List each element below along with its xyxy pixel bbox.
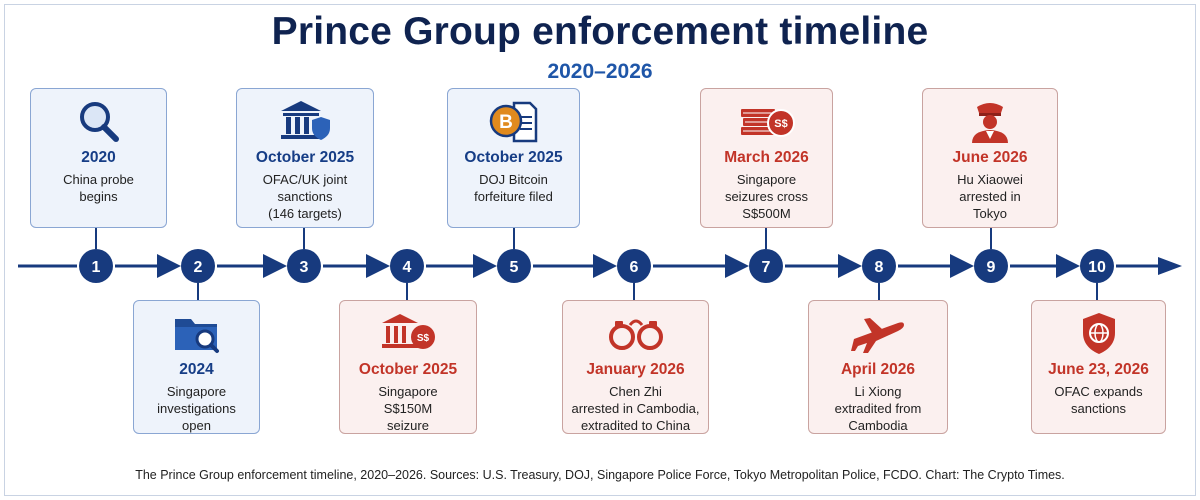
event-description: Singapore seizures cross S$500M bbox=[724, 172, 809, 221]
event-card-9: June 2026 Hu Xiaowei arrested in Tokyo bbox=[922, 88, 1058, 228]
event-card-8: April 2026 Li Xiong extradited from Camb… bbox=[808, 300, 948, 434]
bank-sgd-icon: S$ bbox=[382, 314, 435, 349]
svg-text:B: B bbox=[499, 112, 513, 133]
event-card-10: June 23, 2026 OFAC expands sanctions bbox=[1031, 300, 1166, 434]
event-card-6: January 2026 Chen Zhi arrested in Cambod… bbox=[562, 300, 709, 434]
event-description: OFAC expands sanctions bbox=[1054, 384, 1143, 416]
event-date: 2020 bbox=[81, 149, 116, 166]
event-description: Hu Xiaowei arrested in Tokyo bbox=[957, 172, 1023, 221]
event-card-2: 2024 Singapore investigations open bbox=[133, 300, 260, 434]
event-description: China probe begins bbox=[63, 172, 134, 204]
page-title: Prince Group enforcement timeline bbox=[271, 10, 929, 53]
event-card-4: S$ October 2025 Singapore S$150M seizure bbox=[339, 300, 477, 434]
folder-search-icon bbox=[174, 319, 219, 353]
event-description: Singapore investigations open bbox=[157, 384, 236, 433]
globe-shield-icon bbox=[1082, 313, 1115, 354]
event-description: Li Xiong extradited from Cambodia bbox=[834, 384, 922, 433]
handcuffs-icon bbox=[608, 319, 663, 350]
bitcoin-document-icon: B bbox=[489, 101, 537, 143]
event-description: DOJ Bitcoin forfeiture filed bbox=[474, 172, 553, 204]
airplane-icon bbox=[851, 318, 904, 353]
svg-text:S$: S$ bbox=[417, 333, 430, 344]
event-date: October 2025 bbox=[255, 149, 355, 166]
event-card-7: S$ March 2026 Singapore seizures cross S… bbox=[700, 88, 833, 228]
event-description: Singapore S$150M seizure bbox=[378, 384, 438, 433]
event-description: Chen Zhi arrested in Cambodia, extradite… bbox=[571, 384, 700, 433]
money-stack-icon: S$ bbox=[740, 109, 795, 137]
event-date: 2024 bbox=[179, 361, 214, 378]
event-date: March 2026 bbox=[724, 149, 809, 166]
magnifying-glass-icon bbox=[79, 102, 119, 142]
event-card-1: 2020 China probe begins bbox=[30, 88, 167, 228]
event-date: October 2025 bbox=[464, 149, 563, 166]
bank-shield-icon bbox=[281, 101, 330, 140]
event-card-3: October 2025 OFAC/UK joint sanctions (14… bbox=[236, 88, 374, 228]
source-caption: The Prince Group enforcement timeline, 2… bbox=[135, 468, 1065, 482]
event-date: April 2026 bbox=[840, 361, 916, 378]
event-date: June 23, 2026 bbox=[1048, 361, 1149, 378]
event-description: OFAC/UK joint sanctions (146 targets) bbox=[262, 172, 348, 221]
police-officer-icon bbox=[972, 103, 1008, 143]
event-date: January 2026 bbox=[586, 361, 685, 378]
page-subtitle: 2020–2026 bbox=[547, 60, 653, 83]
svg-text:S$: S$ bbox=[774, 118, 787, 130]
figure-frame bbox=[4, 4, 1196, 496]
event-date: June 2026 bbox=[952, 149, 1028, 166]
event-card-5: B October 2025 DOJ Bitcoin forfeiture fi… bbox=[447, 88, 580, 228]
event-date: October 2025 bbox=[358, 361, 458, 378]
